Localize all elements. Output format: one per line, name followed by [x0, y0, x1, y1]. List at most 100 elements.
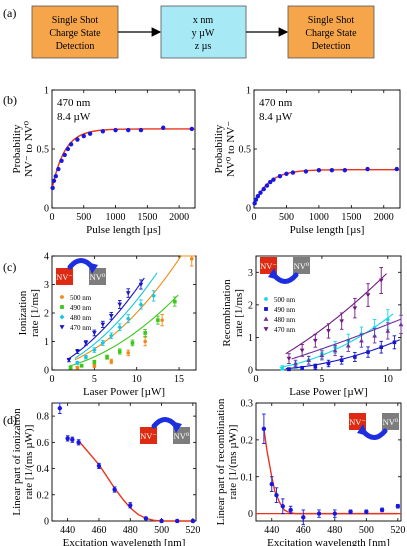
data-point — [126, 127, 131, 133]
x-tick-label: 10 — [383, 374, 393, 385]
data-point — [70, 437, 75, 442]
data-point — [65, 146, 71, 152]
x-tick-label: 5 — [92, 374, 97, 385]
y-axis-label: rate [1/(ms µW)] — [23, 425, 35, 500]
x-tick-label: 0 — [252, 212, 257, 223]
data-point — [161, 125, 166, 130]
plot-b-left: 0 500 1000 1500 2000 0 0.5 1 Pulse length [µs] Pr… — [11, 86, 196, 236]
data-point — [100, 322, 106, 327]
y-axis-label: NV⁰ to NV⁻ — [225, 121, 237, 177]
plot-annotation: 8.4 µW — [259, 111, 293, 123]
legend-marker — [264, 307, 268, 311]
data-point — [160, 318, 164, 322]
data-point — [353, 355, 357, 359]
data-point — [261, 186, 266, 192]
y-tick-label: 0 — [246, 204, 251, 215]
fit-curve — [66, 277, 145, 361]
x-tick-label: 520 — [390, 525, 405, 536]
y-axis-label: rate [1/ms] — [233, 289, 245, 337]
data-point — [75, 360, 80, 366]
y-tick-label: 1 — [44, 86, 49, 97]
y-tick-label: 0 — [44, 517, 49, 528]
y-tick-label: 0.6 — [37, 438, 50, 449]
x-axis-label: Laser Power [µW] — [83, 386, 165, 398]
fit-curve — [263, 428, 398, 515]
data-point — [385, 328, 391, 333]
data-point — [264, 183, 270, 188]
transition-arrow-head — [268, 268, 279, 280]
legend-c-right: 500 nm 490 nm 480 nm 470 nm — [263, 296, 296, 334]
x-axis-label: Lase Power [µW] — [289, 386, 367, 398]
data-point — [268, 179, 273, 185]
x-tick-label: 0 — [50, 212, 55, 223]
data-point — [108, 314, 114, 319]
nv-minus-box — [140, 427, 157, 444]
data-point — [326, 329, 331, 334]
data-point — [87, 131, 93, 136]
fit-curve — [285, 273, 387, 355]
legend-marker — [59, 314, 65, 320]
nv-zero-label: NV⁰ — [383, 417, 399, 427]
y-axis-label: NV⁻ to NV⁰ — [23, 120, 35, 177]
x-tick-label: 5 — [319, 374, 324, 385]
data-point — [126, 351, 131, 355]
x-tick-label: 1000 — [309, 212, 329, 223]
transition-arrow-head — [171, 421, 182, 433]
data-point — [125, 291, 131, 296]
legend-marker — [59, 325, 65, 330]
fit-curve — [253, 168, 400, 205]
y-tick-label: 1 — [248, 333, 253, 344]
y-tick-label: 0.1 — [241, 472, 254, 483]
y-axis-label: Ionization — [17, 290, 29, 335]
data-point — [378, 278, 384, 283]
data-point — [92, 360, 97, 364]
data-point — [113, 127, 118, 133]
data-point — [83, 341, 89, 346]
data-point — [326, 361, 331, 366]
nv-icons: NV⁻ NV⁰ NV⁻ NV⁰ NV⁻ NV⁰ NV⁻ NV⁰ — [56, 257, 399, 444]
x-tick-label: 15 — [174, 374, 184, 385]
fit-curve — [51, 128, 195, 190]
flow-box-2-line-1: x nm — [193, 15, 214, 26]
y-tick-label: 3 — [44, 280, 49, 291]
nv-minus-box — [349, 413, 366, 430]
flow-box-1-line-1: Single Shot — [52, 15, 99, 26]
data-point — [301, 515, 306, 520]
flow-box-3-line-2: Charge State — [305, 28, 357, 39]
legend-marker — [263, 316, 269, 321]
plot-frame — [255, 255, 402, 371]
data-point — [81, 133, 86, 139]
legend-marker — [60, 305, 64, 309]
data-point — [287, 367, 291, 372]
data-point — [299, 348, 305, 353]
nv-zero-box — [173, 427, 190, 444]
data-point — [143, 339, 147, 344]
x-tick-label: 460 — [91, 525, 106, 536]
flow-box-3-line-3: Detection — [312, 41, 351, 52]
data-point — [366, 350, 370, 354]
data-point — [76, 440, 81, 445]
legend-c-left: 500 nm 490 nm 480 nm 470 nm — [59, 294, 92, 332]
nv-minus-label: NV⁻ — [349, 417, 366, 427]
data-point — [125, 316, 131, 322]
x-axis-label: Pulse length [µs] — [86, 224, 161, 236]
y-axis-label: Probability — [213, 124, 225, 173]
data-point — [143, 331, 147, 335]
y-axis-label: rate [1/ms] — [29, 289, 41, 337]
y-tick-label: 0.3 — [241, 399, 254, 410]
fit-curve — [78, 440, 193, 522]
data-point — [138, 302, 144, 307]
y-tick-label: 2 — [44, 309, 49, 320]
data-point — [100, 129, 106, 134]
data-point — [379, 345, 384, 349]
fit-curve — [74, 272, 158, 359]
x-axis-label: Pulse length [µs] — [290, 224, 365, 236]
data-point — [100, 340, 106, 346]
data-point — [117, 349, 122, 354]
data-point — [189, 126, 195, 132]
y-axis-label: Linear part of ionization — [11, 408, 23, 516]
x-tick-label: 460 — [296, 525, 311, 536]
y-tick-label: 0 — [44, 366, 49, 377]
x-tick-label: 440 — [264, 525, 279, 536]
data-point — [190, 518, 196, 524]
